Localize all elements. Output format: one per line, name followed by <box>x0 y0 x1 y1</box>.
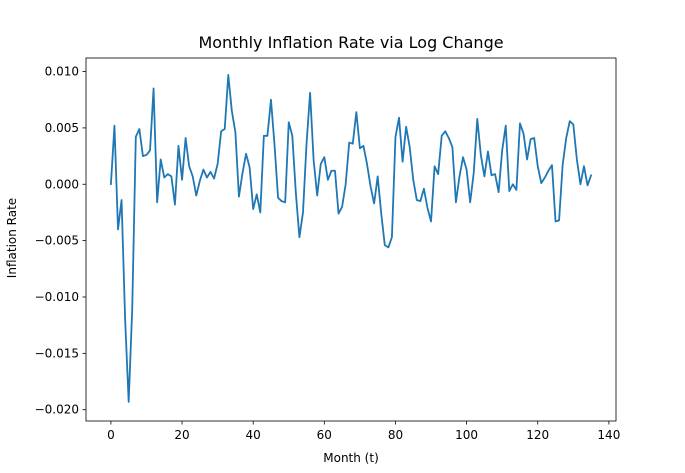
y-axis-label: Inflation Rate <box>5 198 19 278</box>
y-tick-label: −0.005 <box>35 234 79 248</box>
plot-frame <box>85 57 617 422</box>
x-axis-label: Month (t) <box>323 451 379 465</box>
x-tick-label: 0 <box>107 428 115 442</box>
x-tick-label: 80 <box>388 428 403 442</box>
x-tick-label: 140 <box>597 428 620 442</box>
y-tick-label: 0.000 <box>45 177 79 191</box>
y-tick-label: 0.005 <box>45 121 79 135</box>
x-tick-label: 40 <box>246 428 261 442</box>
x-tick-label: 20 <box>174 428 189 442</box>
y-tick-label: 0.010 <box>45 65 79 79</box>
y-tick-label: −0.010 <box>35 290 79 304</box>
y-axis: −0.020 −0.015 −0.010 −0.005 0.000 0.005 0.010 <box>35 65 86 417</box>
y-tick-label: −0.015 <box>35 346 79 360</box>
chart-title: Monthly Inflation Rate via Log Change <box>198 33 503 52</box>
y-tick-label: −0.020 <box>35 403 79 417</box>
x-axis: 0 20 40 60 80 100 120 140 <box>107 421 620 442</box>
series-line-inflation-rate <box>110 74 592 403</box>
x-tick-label: 100 <box>455 428 478 442</box>
x-tick-label: 60 <box>317 428 332 442</box>
x-tick-label: 120 <box>526 428 549 442</box>
